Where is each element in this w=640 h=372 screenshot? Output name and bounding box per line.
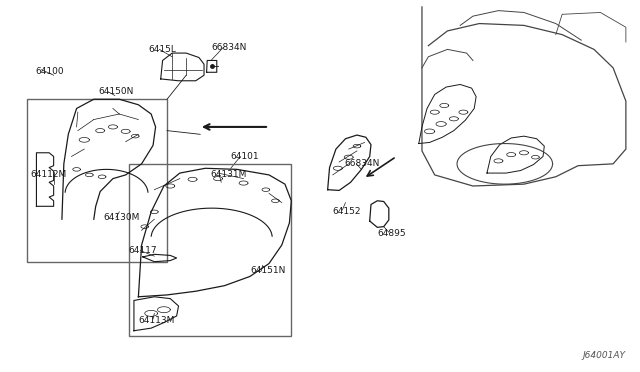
Text: 66834N: 66834N — [344, 159, 380, 169]
Text: 66834N: 66834N — [212, 43, 247, 52]
Text: 6415L: 6415L — [148, 45, 176, 54]
Text: 64131M: 64131M — [211, 170, 247, 179]
Text: 64895: 64895 — [378, 230, 406, 238]
Text: 64152: 64152 — [333, 207, 361, 217]
Text: 64151N: 64151N — [250, 266, 285, 275]
Text: J64001AY: J64001AY — [583, 350, 626, 359]
Bar — [27, 99, 167, 262]
Text: 64101: 64101 — [231, 152, 259, 161]
Text: 64113M: 64113M — [138, 316, 175, 325]
Text: 64117: 64117 — [129, 246, 157, 255]
Text: 64112M: 64112M — [30, 170, 67, 179]
Text: 64100: 64100 — [35, 67, 64, 76]
Bar — [129, 164, 291, 336]
Text: 64130M: 64130M — [103, 213, 140, 222]
Text: 64150N: 64150N — [99, 87, 134, 96]
